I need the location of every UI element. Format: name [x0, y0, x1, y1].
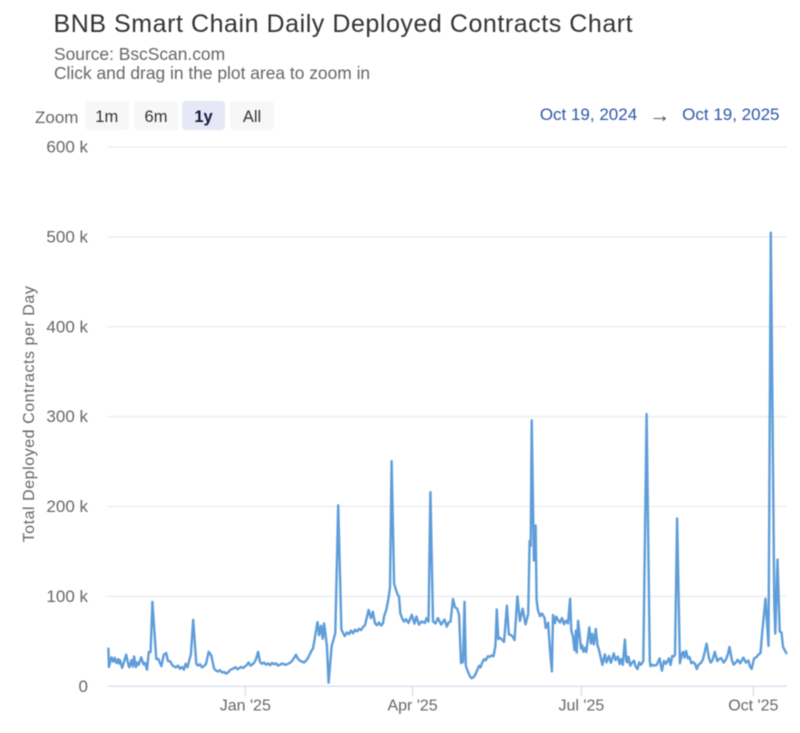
svg-text:Oct '25: Oct '25: [728, 698, 778, 715]
svg-text:0: 0: [79, 677, 88, 696]
svg-text:200 k: 200 k: [46, 497, 88, 516]
svg-text:Apr '25: Apr '25: [387, 698, 437, 715]
svg-text:Jul '25: Jul '25: [559, 698, 605, 715]
svg-text:400 k: 400 k: [46, 317, 88, 336]
svg-text:100 k: 100 k: [46, 587, 88, 606]
svg-text:300 k: 300 k: [46, 407, 88, 426]
svg-text:Jan '25: Jan '25: [220, 698, 271, 715]
svg-text:600 k: 600 k: [46, 138, 88, 157]
svg-text:500 k: 500 k: [46, 227, 88, 246]
